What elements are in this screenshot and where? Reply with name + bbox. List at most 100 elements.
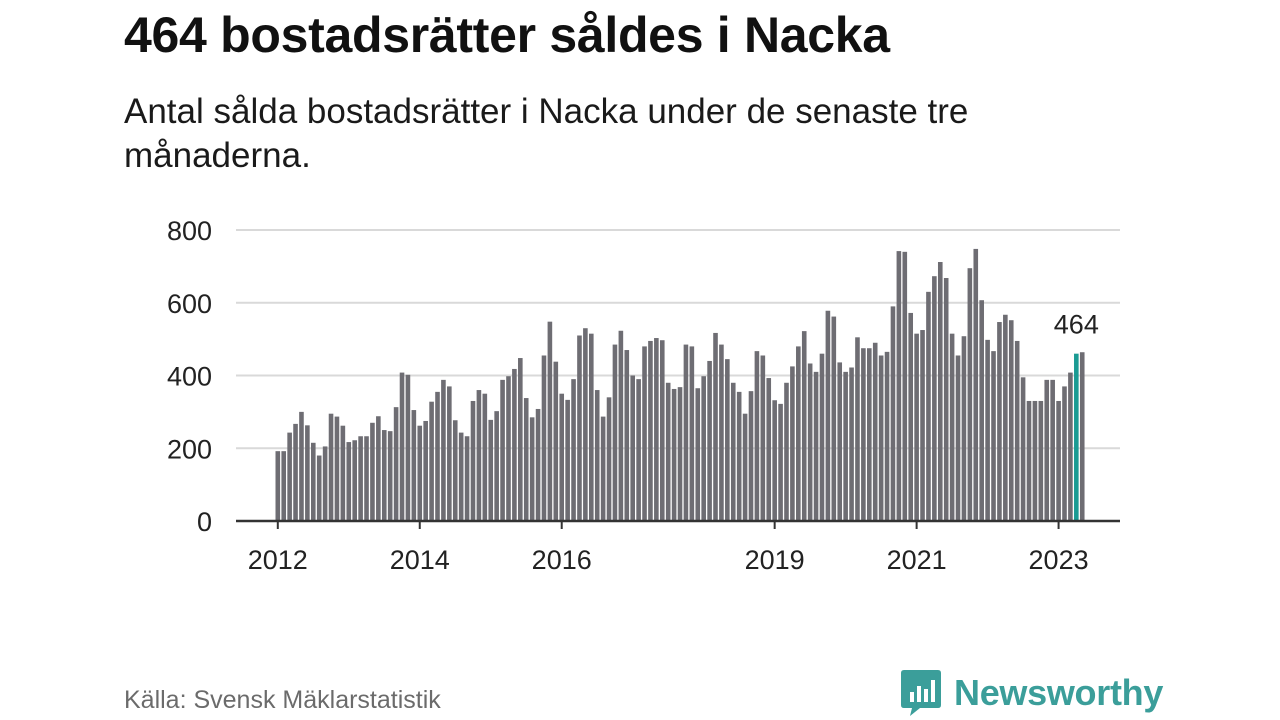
bar <box>985 339 990 521</box>
bar <box>926 291 931 521</box>
bar <box>725 359 730 521</box>
chart-title: 464 bostadsrätter såldes i Nacka <box>124 7 890 63</box>
bar <box>961 336 967 521</box>
bar <box>973 248 979 522</box>
bar <box>594 390 600 521</box>
bar <box>310 442 316 521</box>
bar <box>381 430 387 521</box>
bar <box>488 419 494 521</box>
x-tick-label: 2021 <box>887 545 947 575</box>
bar <box>949 333 955 521</box>
bar <box>1014 340 1020 521</box>
bar <box>506 376 511 521</box>
bar <box>730 382 736 521</box>
bar <box>1079 352 1085 521</box>
bar <box>393 407 399 521</box>
bar <box>1068 372 1073 521</box>
bar-chart: 0 200 400 600 800 2012 2014 2016 2019 2021 2023 4… <box>167 216 1120 575</box>
x-tick-label: 2019 <box>745 545 805 575</box>
bar <box>452 420 458 521</box>
bar <box>618 330 624 521</box>
bar <box>482 393 488 521</box>
bar <box>429 401 434 521</box>
bar <box>861 348 866 521</box>
bar <box>884 351 890 521</box>
bar <box>902 251 908 521</box>
brand-logo[interactable]: Newsworthy <box>900 668 1163 718</box>
bar <box>890 306 896 521</box>
bar <box>358 436 363 521</box>
bar <box>937 262 943 521</box>
bar <box>991 351 996 521</box>
bar <box>642 346 647 521</box>
x-tick-label: 2023 <box>1029 545 1089 575</box>
bar <box>997 322 1002 521</box>
bar <box>701 376 706 521</box>
bar <box>908 312 914 521</box>
bar <box>287 432 292 521</box>
bar <box>772 400 777 521</box>
bar <box>914 333 919 521</box>
bar <box>1062 386 1067 521</box>
bar <box>571 379 576 521</box>
bar <box>855 337 860 521</box>
bar <box>825 310 831 521</box>
bar <box>464 436 470 521</box>
bar <box>636 379 641 521</box>
y-tick-label: 200 <box>167 434 212 464</box>
bar <box>630 375 635 521</box>
bar <box>340 425 346 521</box>
bar <box>955 355 961 521</box>
bar <box>364 436 369 521</box>
y-tick-label: 600 <box>167 289 212 319</box>
bar <box>967 268 973 521</box>
bar <box>1020 377 1026 521</box>
bar <box>376 416 381 521</box>
bar <box>813 371 819 521</box>
bar <box>671 388 677 521</box>
bar <box>790 366 795 521</box>
x-axis-ticks: 2012 2014 2016 2019 2021 2023 <box>248 521 1089 575</box>
bar <box>819 353 825 521</box>
bar <box>1038 400 1044 521</box>
highlight-value-label: 464 <box>1054 310 1099 340</box>
bar <box>500 379 505 521</box>
bar <box>281 451 287 521</box>
bar-highlight <box>1074 353 1079 521</box>
bar <box>405 374 411 521</box>
y-axis-ticks: 0 200 400 600 800 <box>167 216 212 537</box>
bar <box>553 361 559 521</box>
bar <box>441 379 446 521</box>
bar <box>417 425 423 521</box>
bar <box>624 350 630 521</box>
bar <box>849 367 854 521</box>
bar <box>328 413 334 521</box>
bar <box>518 358 523 521</box>
bar <box>1050 379 1055 521</box>
bar <box>784 382 789 521</box>
bar <box>748 391 754 521</box>
bar <box>316 455 322 521</box>
bar <box>541 355 547 521</box>
bar <box>831 316 837 521</box>
bar <box>807 363 813 521</box>
bar <box>535 408 541 521</box>
bars <box>275 248 1085 522</box>
bar <box>736 391 742 521</box>
bar <box>447 386 452 521</box>
bar <box>778 403 783 521</box>
bar <box>305 425 310 521</box>
bar <box>896 251 902 521</box>
bar <box>600 416 606 521</box>
bar <box>612 344 618 521</box>
bar <box>423 420 428 521</box>
bar <box>979 300 984 521</box>
x-tick-label: 2014 <box>390 545 450 575</box>
bar <box>665 382 671 521</box>
bar <box>872 342 878 521</box>
bar <box>695 388 701 521</box>
chart-subtitle: Antal sålda bostadsrätter i Nacka under … <box>124 92 969 175</box>
x-tick-label: 2016 <box>532 545 592 575</box>
bar <box>512 368 517 521</box>
y-tick-label: 400 <box>167 362 212 392</box>
